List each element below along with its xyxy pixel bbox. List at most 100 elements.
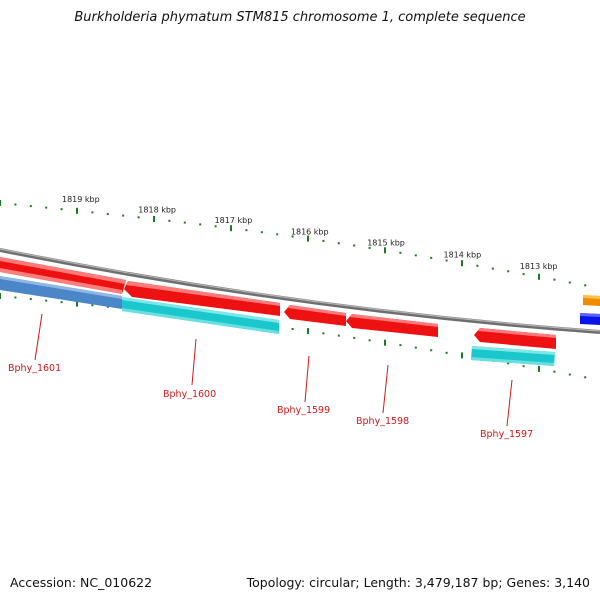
outer-track-minor-tick	[91, 211, 94, 214]
edge-feature-orange[interactable]	[583, 295, 600, 306]
outer-track-minor-tick	[168, 219, 171, 222]
forward-gene-1601[interactable]	[0, 257, 126, 294]
leader-line-1598	[382, 364, 389, 414]
kbp-label: 1819 kbp	[62, 195, 100, 204]
forward-gene-1599[interactable]	[284, 305, 346, 326]
inner-track-minor-tick	[337, 334, 340, 337]
inner-track-major-tick	[307, 328, 309, 335]
edge-feature-blue[interactable]	[580, 313, 600, 325]
inner-track-minor-tick	[553, 370, 556, 373]
gene-label-1599[interactable]: Bphy_1599	[277, 405, 330, 416]
inner-track-minor-tick	[368, 339, 371, 342]
outer-track-major-tick	[153, 216, 155, 222]
inner-track-minor-tick	[568, 373, 571, 376]
outer-track-major-tick	[538, 273, 540, 280]
inner-track-major-tick	[76, 300, 78, 307]
outer-track-minor-tick	[183, 221, 186, 224]
forward-gene-1597[interactable]	[474, 328, 556, 349]
inner-track-minor-tick	[29, 298, 32, 300]
inner-track-minor-tick	[445, 351, 448, 354]
outer-track-major-tick	[76, 207, 78, 214]
accession-text: Accession: NC_010622	[10, 575, 153, 590]
outer-track-minor-tick	[14, 203, 17, 206]
outer-track-minor-tick	[368, 246, 371, 249]
gene-label-1600[interactable]: Bphy_1600	[163, 389, 216, 400]
outer-track-major-tick	[384, 247, 386, 254]
kbp-label: 1815 kbp	[367, 239, 405, 248]
outer-track-minor-tick	[445, 259, 448, 262]
outer-track-minor-tick	[214, 225, 217, 228]
kbp-label: 1814 kbp	[444, 250, 482, 259]
inner-track-minor-tick	[91, 304, 94, 307]
outer-track-minor-tick	[414, 254, 417, 257]
inner-track-minor-tick	[60, 301, 63, 304]
inner-track-minor-tick	[414, 346, 417, 349]
map-title: Burkholderia phymatum STM815 chromosome …	[74, 10, 526, 25]
outer-track-minor-tick	[353, 244, 356, 247]
outer-track-minor-tick	[260, 231, 263, 234]
inner-track-minor-tick	[322, 332, 325, 335]
outer-track-minor-tick	[45, 206, 48, 209]
inner-track-minor-tick	[14, 296, 17, 299]
reverse-gene-1601[interactable]	[0, 276, 122, 309]
inner-track-minor-tick	[399, 344, 402, 347]
kbp-label: 1813 kbp	[520, 262, 558, 271]
outer-track-major-tick	[307, 235, 309, 242]
kbp-scale-labels: 1819 kbp 1818 kbp 1817 kbp 1816 kbp 1815 kbp…	[62, 195, 558, 271]
outer-track-minor-tick	[553, 278, 556, 281]
outer-track-minor-tick	[584, 284, 587, 287]
inner-track-minor-tick	[291, 328, 294, 330]
inner-track-minor-tick	[430, 349, 433, 352]
outer-track-minor-tick	[245, 229, 248, 232]
gene-label-1598[interactable]: Bphy_1598	[356, 416, 409, 427]
inner-track-minor-tick	[45, 299, 48, 302]
kbp-label: 1818 kbp	[138, 206, 176, 215]
leader-line-1597	[506, 379, 513, 427]
inner-track-minor-tick	[522, 365, 525, 368]
outer-track-minor-tick	[568, 281, 571, 284]
inner-track-minor-tick	[507, 362, 510, 365]
kbp-label: 1816 kbp	[291, 227, 329, 236]
outer-track-minor-tick	[476, 264, 479, 267]
reverse-gene-1600[interactable]	[122, 297, 279, 334]
forward-gene-1600-arrow[interactable]	[124, 281, 280, 316]
outer-track-minor-tick	[199, 223, 202, 226]
inner-track-major-tick	[538, 365, 540, 372]
outer-track-major-tick	[0, 200, 1, 206]
outer-track-minor-tick	[337, 242, 340, 245]
leader-line-1600	[191, 338, 197, 386]
outer-track-minor-tick	[106, 213, 109, 215]
inner-track-minor-tick	[353, 336, 356, 339]
leader-line-1599	[304, 355, 310, 403]
outer-track-minor-tick	[491, 267, 494, 270]
outer-track-minor-tick	[122, 214, 125, 217]
inner-track-minor-tick	[584, 376, 587, 379]
reverse-gene-1597[interactable]	[471, 346, 555, 366]
chromosome-backbone	[0, 248, 600, 334]
outer-track-minor-tick	[60, 208, 63, 211]
outer-track-major-tick	[230, 225, 232, 232]
outer-tick-track	[0, 200, 587, 287]
outer-track-minor-tick	[137, 216, 140, 219]
outer-track-minor-tick	[276, 233, 279, 236]
chromosome-backbone-highlight	[0, 248, 600, 332]
outer-track-minor-tick	[291, 235, 294, 238]
outer-track-minor-tick	[522, 273, 525, 276]
inner-track-major-tick	[461, 352, 463, 359]
outer-track-minor-tick	[322, 239, 325, 242]
outer-track-minor-tick	[430, 256, 433, 259]
inner-track-major-tick	[384, 339, 386, 346]
outer-track-minor-tick	[399, 251, 402, 254]
leader-line-1601	[34, 313, 43, 361]
outer-track-minor-tick	[507, 270, 510, 273]
outer-track-major-tick	[461, 260, 463, 267]
forward-gene-1598[interactable]	[346, 314, 438, 337]
gene-label-1601[interactable]: Bphy_1601	[8, 363, 61, 374]
gene-label-1597[interactable]: Bphy_1597	[480, 429, 533, 440]
outer-track-minor-tick	[29, 205, 32, 208]
topology-text: Topology: circular; Length: 3,479,187 bp…	[246, 575, 590, 590]
inner-track-major-tick	[0, 293, 1, 299]
kbp-label: 1817 kbp	[215, 216, 253, 225]
